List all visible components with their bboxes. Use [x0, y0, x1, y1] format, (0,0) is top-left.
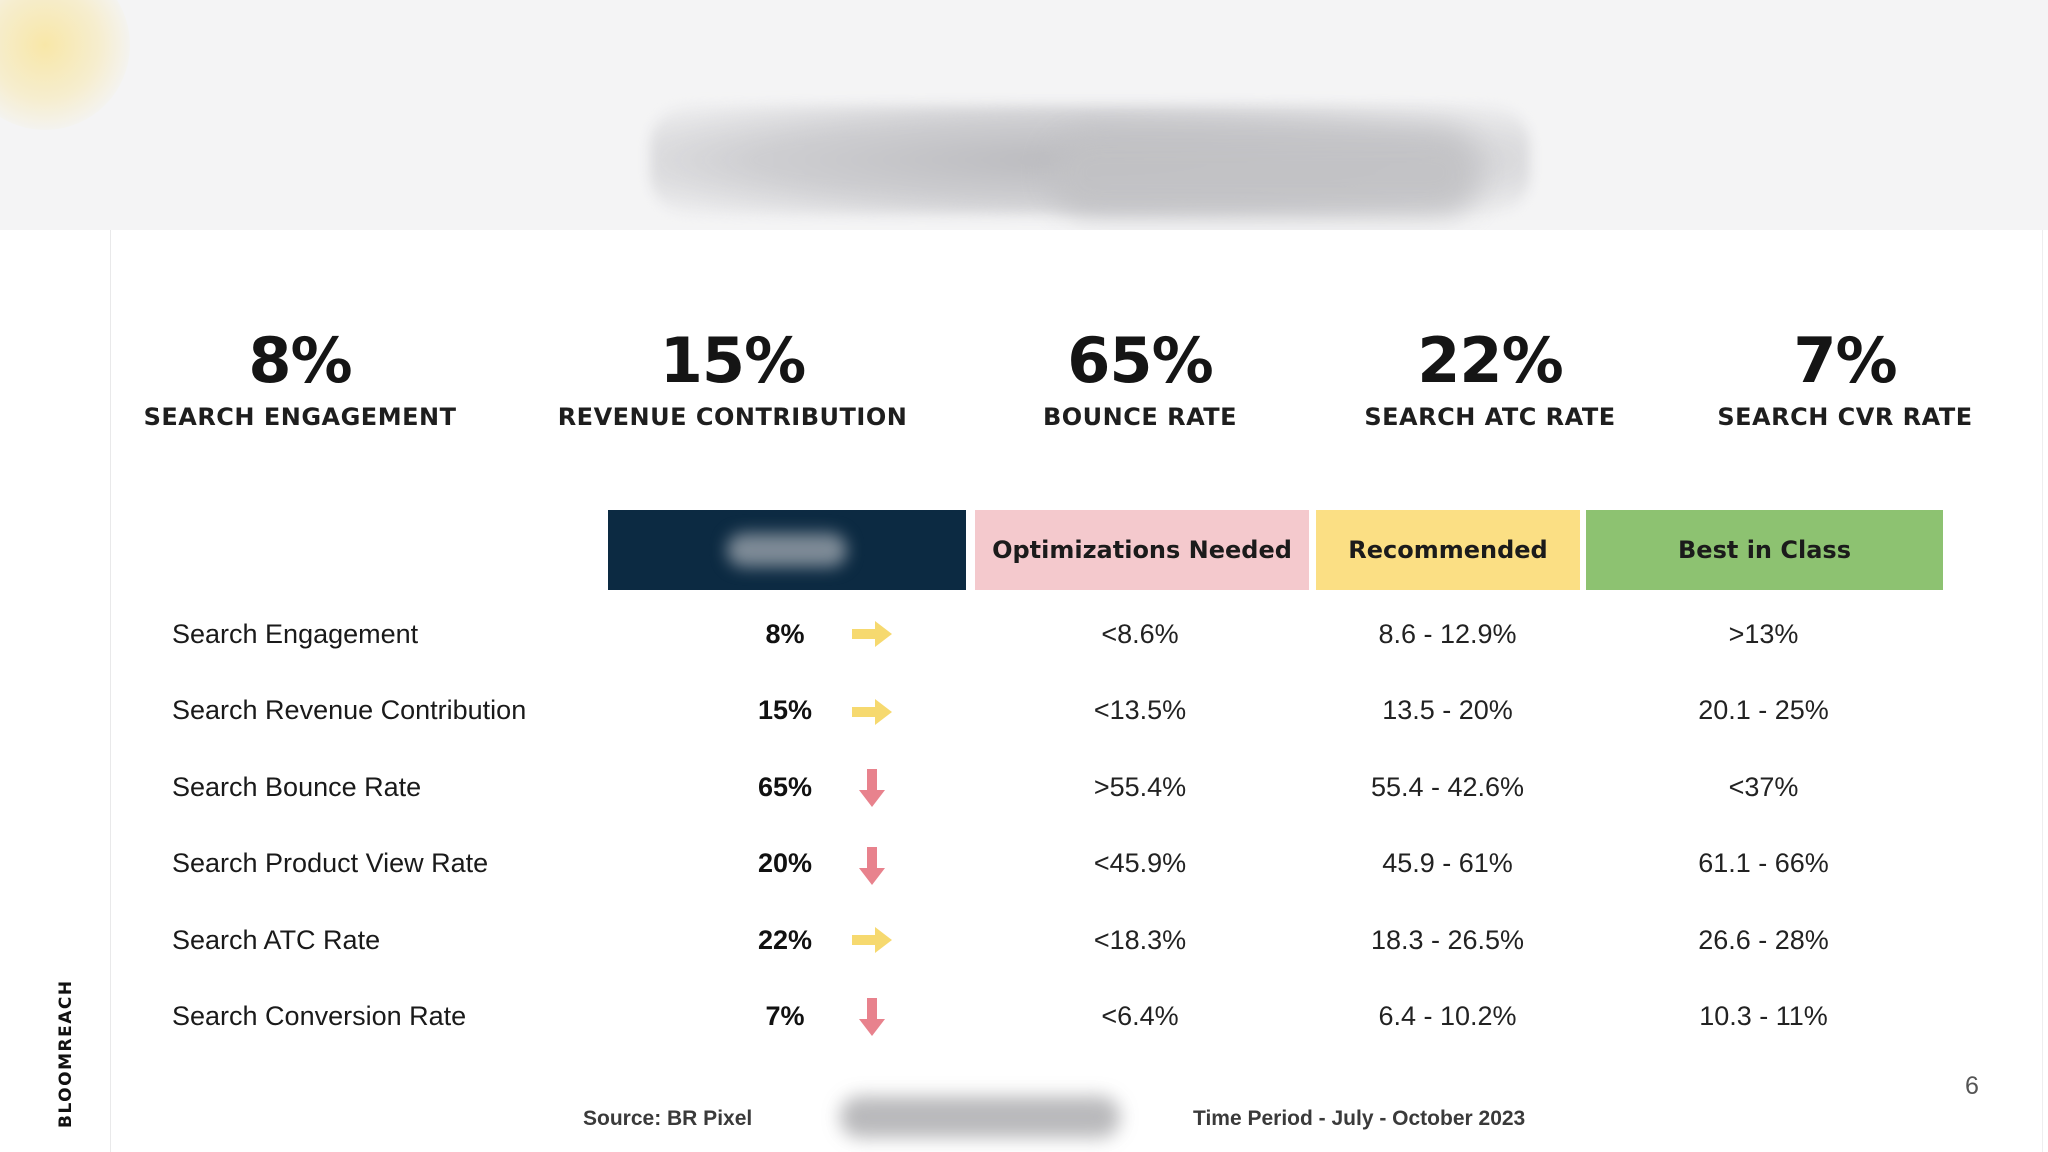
logo-glow	[0, 0, 130, 130]
kpi-value: 65%	[1067, 324, 1213, 397]
table-row: Search Product View Rate 20% <45.9% 45.9…	[0, 833, 2048, 893]
kpi-revenue-contribution: 15% REVENUE CONTRIBUTION	[530, 324, 935, 432]
kpi-value: 22%	[1417, 324, 1563, 397]
kpi-search-atc-rate: 22% SEARCH ATC RATE	[1330, 324, 1650, 432]
metric-name: Search ATC Rate	[172, 925, 381, 955]
table-row: Search Bounce Rate 65% >55.4% 55.4 - 42.…	[0, 757, 2048, 817]
kpi-search-cvr-rate: 7% SEARCH CVR RATE	[1690, 324, 2000, 432]
source-note: Source: BR Pixel	[583, 1107, 753, 1130]
current-value: 20%	[757, 848, 813, 878]
best-in-class-label: Best in Class	[1678, 536, 1851, 564]
recommended-value: 6.4 - 10.2%	[1378, 1001, 1517, 1031]
metric-name: Search Conversion Rate	[172, 1001, 467, 1031]
kpi-label: REVENUE CONTRIBUTION	[557, 403, 908, 431]
current-value: 22%	[757, 925, 813, 955]
best-in-class-header: Best in Class	[1586, 510, 1943, 590]
metric-name: Search Revenue Contribution	[172, 695, 527, 725]
optimizations-value: <6.4%	[1101, 1001, 1179, 1031]
right-arrow-icon	[852, 621, 892, 647]
recommended-value: 13.5 - 20%	[1382, 695, 1513, 725]
optimizations-needed-label: Optimizations Needed	[992, 536, 1292, 564]
optimizations-needed-header: Optimizations Needed	[975, 510, 1309, 590]
table-row: Search Revenue Contribution 15% <13.5% 1…	[0, 680, 2048, 740]
page-number: 6	[1965, 1072, 1979, 1100]
best-in-class-value: <37%	[1728, 772, 1799, 802]
recommended-value: 8.6 - 12.9%	[1378, 619, 1517, 649]
best-in-class-value: 61.1 - 66%	[1698, 848, 1829, 878]
kpi-value: 7%	[1793, 324, 1897, 397]
optimizations-value: <8.6%	[1101, 619, 1179, 649]
current-value: 8%	[765, 619, 805, 649]
optimizations-value: <18.3%	[1093, 925, 1187, 955]
current-value: 65%	[757, 772, 813, 802]
table-row: Search Engagement 8% <8.6% 8.6 - 12.9% >…	[0, 604, 2048, 664]
recommended-header: Recommended	[1316, 510, 1580, 590]
kpi-label: SEARCH ENGAGEMENT	[143, 403, 457, 431]
current-value: 15%	[757, 695, 813, 725]
metric-name: Search Engagement	[172, 619, 419, 649]
blurred-header-area	[0, 0, 2048, 230]
recommended-value: 45.9 - 61%	[1382, 848, 1513, 878]
kpi-bounce-rate: 65% BOUNCE RATE	[990, 324, 1290, 432]
blurred-footer-text	[840, 1096, 1120, 1138]
kpi-label: BOUNCE RATE	[1042, 403, 1238, 431]
table-row: Search ATC Rate 22% <18.3% 18.3 - 26.5% …	[0, 910, 2048, 970]
optimizations-value: <13.5%	[1093, 695, 1187, 725]
current-value: 7%	[765, 1001, 805, 1031]
slide: BLOOMREACH 8% SEARCH ENGAGEMENT 15% REVE…	[0, 230, 2048, 1152]
right-arrow-icon	[852, 927, 892, 953]
best-in-class-value: 20.1 - 25%	[1698, 695, 1829, 725]
down-arrow-icon	[859, 998, 885, 1036]
current-value-header	[608, 510, 966, 590]
best-in-class-value: >13%	[1728, 619, 1799, 649]
right-edge-divider	[2042, 230, 2043, 1152]
best-in-class-value: 26.6 - 28%	[1698, 925, 1829, 955]
table-row: Search Conversion Rate 7% <6.4% 6.4 - 10…	[0, 986, 2048, 1046]
metric-name: Search Bounce Rate	[172, 772, 422, 802]
optimizations-value: >55.4%	[1093, 772, 1187, 802]
recommended-value: 55.4 - 42.6%	[1370, 772, 1525, 802]
sidebar-divider	[110, 230, 111, 1152]
optimizations-value: <45.9%	[1093, 848, 1187, 878]
down-arrow-icon	[859, 847, 885, 885]
recommended-value: 18.3 - 26.5%	[1370, 925, 1525, 955]
down-arrow-icon	[859, 769, 885, 807]
time-period-note: Time Period - July - October 2023	[1193, 1107, 1526, 1130]
right-arrow-icon	[852, 699, 892, 725]
best-in-class-value: 10.3 - 11%	[1699, 1001, 1828, 1031]
kpi-search-engagement: 8% SEARCH ENGAGEMENT	[115, 324, 485, 432]
kpi-value: 8%	[248, 324, 352, 397]
blurred-title-part	[1050, 130, 1480, 215]
metric-name: Search Product View Rate	[172, 848, 489, 878]
recommended-label: Recommended	[1348, 536, 1548, 564]
kpi-label: SEARCH CVR RATE	[1717, 403, 1973, 431]
blurred-header-label	[727, 533, 847, 567]
kpi-value: 15%	[659, 324, 806, 397]
kpi-label: SEARCH ATC RATE	[1364, 403, 1616, 431]
